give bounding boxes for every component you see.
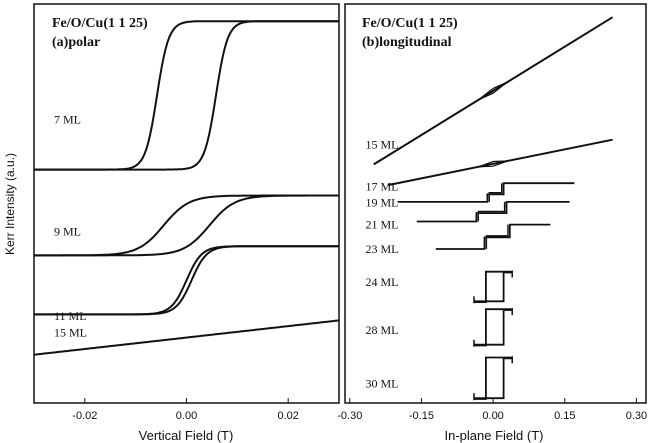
panel-a-x-tick-label: -0.02 [72, 410, 97, 422]
panel-b-curve [474, 270, 513, 303]
panel-b-title: Fe/O/Cu(1 1 25) [362, 16, 458, 31]
panel-a-curve [34, 245, 339, 316]
panel-b-series-label: 19 ML [366, 196, 399, 210]
panel-b-curve [416, 201, 570, 223]
panel-a-series-label: 9 ML [54, 224, 81, 238]
panel-a-plot: -0.02 0.00 0.02 7 ML 9 ML 11 ML 15 ML [33, 20, 340, 422]
panel-b-series-label: 15 ML [366, 137, 399, 151]
panel-b-curve [477, 201, 506, 222]
panel-a-series-label: 11 ML [54, 309, 87, 323]
y-axis-label: Kerr Intensity (a.u.) [3, 153, 17, 255]
panel-a-x-tick-label: 0.00 [176, 410, 197, 422]
panel-b-curve [373, 16, 614, 166]
panel-b-series-label: 21 ML [366, 218, 399, 232]
panel-a-series-label: 15 ML [54, 325, 87, 339]
panel-b-curve [474, 309, 513, 346]
panel-b-curve [485, 224, 509, 249]
panel-a-curve [34, 194, 339, 257]
panel-b-curve [474, 357, 513, 400]
panel-b-series-label: 17 ML [366, 179, 399, 193]
panel-b-series-label: 24 ML [366, 275, 399, 289]
panel-b-curve [435, 223, 551, 250]
panel-b-x-tick-label: 0.15 [554, 410, 575, 422]
panel-a-x-axis-label: Vertical Field (T) [139, 428, 234, 443]
panel-b-series-label: 28 ML [366, 323, 399, 337]
panel-b-curve [474, 271, 513, 303]
panel-b-x-tick-label: 0.00 [482, 410, 503, 422]
panel-b-curve [478, 81, 508, 101]
panel-b-curve [397, 182, 575, 203]
panel-b-x-axis-label: In-plane Field (T) [445, 428, 544, 443]
panel-b-curve [387, 138, 613, 187]
panel-b-curve [478, 160, 508, 168]
panel-b-series-label: 30 ML [366, 376, 399, 390]
panel-b-curve [474, 356, 513, 400]
panel-b-subtitle: (b)longitudinal [362, 35, 452, 50]
panel-a-subtitle: (a)polar [52, 35, 100, 50]
panel-a-curve [33, 319, 340, 356]
panel-b-plot: -0.30 -0.15 0.00 0.15 0.30 15 ML 17 ML 19 ML 21 … [337, 16, 647, 422]
panel-a-title: Fe/O/Cu(1 1 25) [52, 16, 148, 31]
panel-b-frame [344, 3, 647, 404]
panel-a-series-label: 7 ML [54, 113, 81, 127]
panel-b-x-tick-label: -0.15 [409, 410, 434, 422]
panel-b-series-label: 23 ML [366, 242, 399, 256]
panel-b-x-tick-label: -0.30 [337, 410, 362, 422]
panel-b-curve [474, 308, 513, 347]
panel-b-x-tick-label: 0.30 [626, 410, 647, 422]
panel-b-curve [488, 183, 503, 202]
panel-a-x-tick-label: 0.02 [277, 410, 298, 422]
panel-a-curve [34, 20, 339, 171]
